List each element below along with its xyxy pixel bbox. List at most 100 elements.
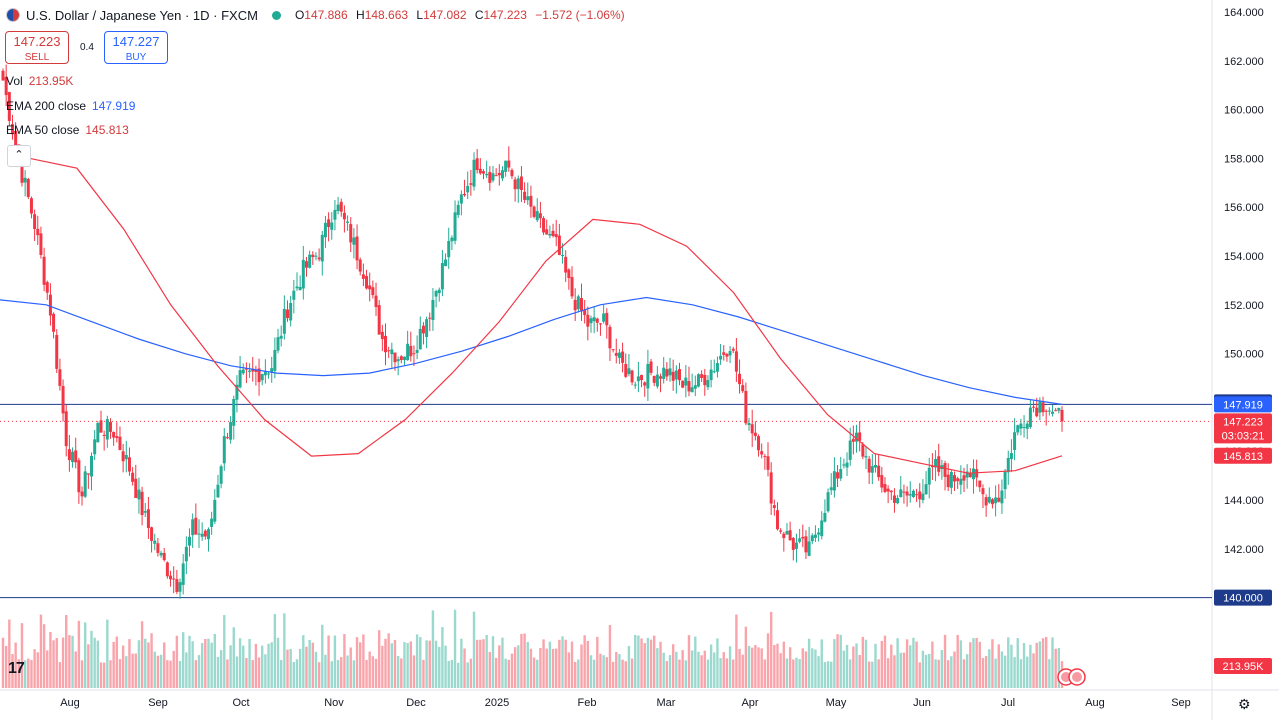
volume-bar <box>943 634 947 688</box>
volume-bar <box>311 642 314 688</box>
volume-bar <box>890 644 893 688</box>
candle-body <box>722 352 726 355</box>
candle-body <box>500 170 504 179</box>
candle-body <box>191 519 195 536</box>
volume-bar <box>542 639 545 688</box>
volume-bar <box>352 660 356 688</box>
candle-body <box>1019 423 1023 429</box>
volume-bar <box>178 661 182 688</box>
time-tick-label: Aug <box>1085 697 1105 709</box>
volume-bar <box>412 655 416 688</box>
candle-body <box>466 185 470 193</box>
volume-bar <box>523 633 526 688</box>
volume-bar <box>858 654 861 688</box>
candle-body <box>883 484 887 492</box>
volume-bar <box>242 645 245 688</box>
volume-bar <box>466 662 469 688</box>
legend-ema200[interactable]: EMA 200 close 147.919 <box>6 99 136 113</box>
candle-body <box>210 518 214 527</box>
volume-bar <box>384 638 387 688</box>
volume-bar <box>55 637 58 688</box>
volume-bar <box>403 642 406 688</box>
volume-bar <box>555 648 558 688</box>
volume-bar <box>425 640 428 688</box>
spread-value: 0.4 <box>80 42 94 53</box>
price-tick-label: 142.000 <box>1224 544 1264 556</box>
sell-button[interactable]: 147.223 SELL <box>5 31 69 64</box>
volume-bar <box>283 613 286 688</box>
volume-bar <box>144 638 147 688</box>
volume-bar <box>946 660 950 688</box>
volume-bar <box>1013 657 1016 688</box>
volume-bar <box>653 635 656 688</box>
volume-bar <box>621 659 624 688</box>
candle-body <box>665 369 669 377</box>
volume-bar <box>194 660 198 688</box>
candle-body <box>513 179 517 190</box>
candle-body <box>772 505 776 508</box>
candle-body <box>659 376 663 379</box>
volume-bar <box>605 657 608 688</box>
volume-bar <box>539 648 542 688</box>
candlesticks <box>1 64 1064 599</box>
candle-body <box>561 255 565 257</box>
volume-bar <box>295 659 299 688</box>
volume-bar <box>583 635 586 688</box>
volume-bar <box>229 645 232 688</box>
collapse-legend-button[interactable]: ⌃ <box>7 145 31 167</box>
candle-body <box>165 562 169 577</box>
volume-bar <box>776 643 779 688</box>
candle-body <box>608 326 612 349</box>
candle-body <box>757 436 761 451</box>
candle-body <box>260 374 264 381</box>
candle-body <box>374 295 378 308</box>
volume-bar <box>1000 651 1004 688</box>
volume-bar <box>264 654 267 688</box>
candle-body <box>61 385 65 414</box>
volume-bar <box>592 659 596 688</box>
volume-bar <box>656 648 659 688</box>
volume-bar <box>463 648 466 688</box>
candle-body <box>703 374 707 386</box>
volume-bar <box>279 660 283 688</box>
candle-body <box>134 478 138 499</box>
candle-body <box>320 234 324 262</box>
symbol-title[interactable]: U.S. Dollar / Japanese Yen · 1D · FXCM <box>26 7 258 23</box>
volume-bar <box>1010 644 1013 688</box>
volume-bar <box>125 656 128 688</box>
volume-bar <box>624 661 627 688</box>
candle-body <box>1035 407 1039 417</box>
candle-body <box>399 356 403 361</box>
candle-body <box>301 259 305 289</box>
settings-gear-icon[interactable]: ⚙ <box>1238 696 1251 712</box>
candle-body <box>820 520 824 537</box>
candle-body <box>602 313 606 322</box>
candle-body <box>864 456 868 458</box>
volume-bar <box>905 639 909 688</box>
volume-bar <box>962 659 966 688</box>
candle-body <box>987 496 991 503</box>
price-tick-label: 158.000 <box>1224 153 1264 165</box>
volume-bar <box>965 654 969 688</box>
candle-body <box>434 291 438 297</box>
candle-body <box>219 466 223 484</box>
candle-body <box>896 498 900 504</box>
candle-body <box>548 233 552 236</box>
volume-bar <box>649 639 653 688</box>
volume-label: 213.95K <box>1223 661 1265 673</box>
volume-bar <box>766 633 770 688</box>
volume-bar <box>728 646 732 688</box>
volume-bar <box>665 661 669 688</box>
price-label-countdown: 03:03:21 <box>1222 430 1265 442</box>
volume-bar <box>494 657 498 688</box>
legend-volume[interactable]: Vol 213.95K <box>6 74 74 88</box>
volume-bar <box>883 635 887 688</box>
legend-ema50[interactable]: EMA 50 close 145.813 <box>6 123 129 137</box>
volume-bar <box>1022 643 1026 688</box>
candle-body <box>491 173 495 181</box>
buy-button[interactable]: 147.227 BUY <box>104 31 168 64</box>
volume-bar <box>460 638 463 688</box>
candle-body <box>927 467 931 485</box>
usd-jpy-flag-icon <box>6 8 20 22</box>
